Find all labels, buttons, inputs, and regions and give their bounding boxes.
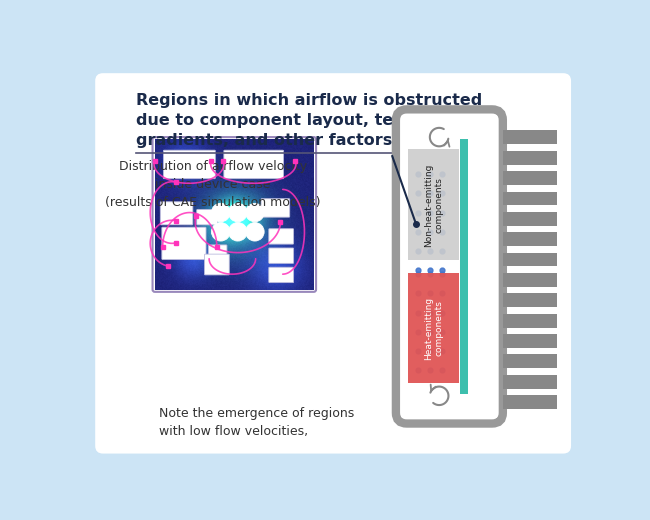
Bar	[503, 314, 557, 328]
Bar	[503, 171, 557, 185]
Circle shape	[246, 203, 264, 222]
FancyBboxPatch shape	[163, 150, 215, 179]
FancyBboxPatch shape	[269, 229, 294, 244]
Text: Note the emergence of regions
with low flow velocities,: Note the emergence of regions with low f…	[159, 407, 354, 438]
FancyBboxPatch shape	[197, 210, 218, 225]
Circle shape	[229, 223, 247, 241]
Bar	[503, 131, 557, 145]
Circle shape	[246, 223, 264, 241]
Bar	[408, 272, 459, 383]
Circle shape	[211, 203, 230, 222]
Bar	[503, 212, 557, 226]
Text: Heat-emitting
components: Heat-emitting components	[424, 296, 443, 360]
FancyBboxPatch shape	[396, 109, 503, 423]
FancyBboxPatch shape	[269, 267, 294, 282]
FancyBboxPatch shape	[224, 150, 283, 179]
Text: Regions in which airflow is obstructed
due to component layout, temperature
grad: Regions in which airflow is obstructed d…	[135, 93, 489, 148]
Bar	[503, 395, 557, 409]
FancyBboxPatch shape	[162, 227, 206, 259]
Bar	[503, 375, 557, 388]
Bar	[503, 253, 557, 266]
Text: Non-heat-emitting
components: Non-heat-emitting components	[424, 163, 443, 246]
Bar	[503, 273, 557, 287]
Circle shape	[229, 203, 247, 222]
Bar	[503, 191, 557, 205]
Bar	[460, 139, 468, 394]
FancyBboxPatch shape	[205, 254, 229, 275]
FancyBboxPatch shape	[269, 248, 294, 263]
Bar	[503, 334, 557, 348]
Bar	[503, 232, 557, 246]
Bar	[503, 293, 557, 307]
FancyBboxPatch shape	[261, 199, 290, 217]
Circle shape	[211, 223, 230, 241]
Text: Distribution of airflow velocity
inside device case
(results of CAE simulation m: Distribution of airflow velocity inside …	[105, 160, 320, 209]
Bar	[408, 149, 459, 261]
Bar	[503, 354, 557, 368]
FancyBboxPatch shape	[209, 245, 227, 256]
FancyBboxPatch shape	[161, 202, 193, 225]
Bar	[503, 151, 557, 165]
FancyBboxPatch shape	[95, 73, 571, 453]
